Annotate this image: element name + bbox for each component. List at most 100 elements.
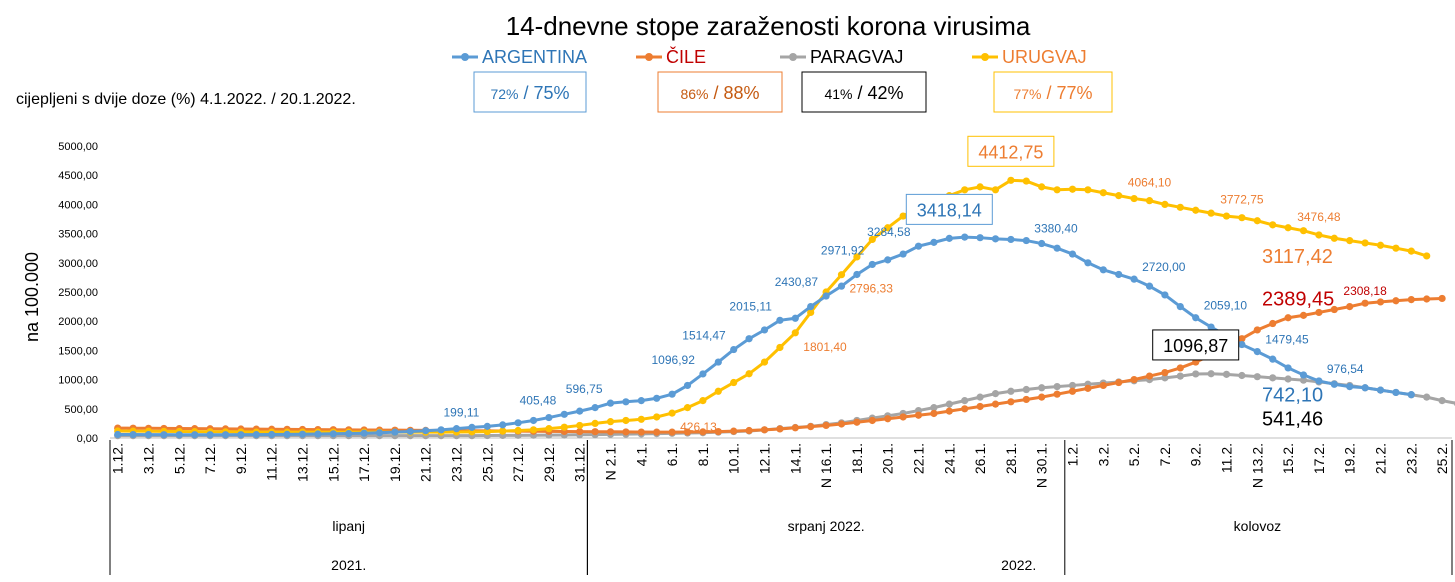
data-point bbox=[1022, 385, 1030, 394]
data-point bbox=[591, 428, 599, 436]
data-point bbox=[314, 430, 322, 438]
data-point bbox=[1346, 237, 1354, 245]
data-point bbox=[653, 428, 661, 436]
data-point bbox=[1315, 231, 1323, 239]
data-point bbox=[976, 183, 984, 191]
data-point bbox=[1269, 221, 1277, 229]
data-point bbox=[699, 428, 707, 436]
data-point bbox=[884, 256, 892, 264]
data-point bbox=[1176, 203, 1184, 211]
callout-label: 4412,75 bbox=[978, 142, 1043, 162]
data-label: 2430,87 bbox=[775, 275, 819, 289]
data-label: 2059,10 bbox=[1204, 299, 1248, 313]
callout-box bbox=[1152, 329, 1240, 361]
vaccination-old: 77% bbox=[1013, 86, 1041, 102]
data-point bbox=[1207, 323, 1215, 331]
data-point bbox=[1392, 244, 1400, 252]
data-point bbox=[1238, 371, 1246, 380]
data-point bbox=[1176, 364, 1184, 372]
data-point bbox=[683, 428, 692, 436]
data-point bbox=[237, 431, 245, 439]
x-tick-label: 11.2. bbox=[1219, 443, 1235, 473]
data-point bbox=[1192, 314, 1200, 322]
data-point bbox=[483, 422, 491, 430]
data-point bbox=[791, 314, 799, 322]
data-point bbox=[499, 427, 507, 435]
data-point bbox=[1007, 387, 1015, 395]
data-point bbox=[760, 426, 769, 434]
data-point bbox=[976, 402, 984, 411]
data-point bbox=[868, 416, 876, 425]
data-point bbox=[776, 316, 784, 324]
data-point bbox=[714, 427, 722, 436]
data-point bbox=[1438, 397, 1446, 405]
x-tick-label: 12.1. bbox=[757, 443, 773, 474]
data-point bbox=[930, 404, 938, 412]
data-point bbox=[930, 409, 938, 418]
data-point bbox=[961, 233, 969, 241]
data-point bbox=[1315, 377, 1323, 385]
data-labels: 199,11405,48596,751096,921514,472015,112… bbox=[443, 135, 1387, 434]
data-point bbox=[945, 400, 953, 408]
vaccination-new: 75% bbox=[534, 83, 570, 103]
data-point bbox=[514, 419, 522, 427]
data-label: 1479,45 bbox=[1265, 333, 1309, 347]
x-tick-label: 7.12. bbox=[202, 443, 218, 474]
data-point bbox=[853, 418, 861, 426]
callout-box bbox=[905, 193, 993, 225]
chart-title: 14-dnevne stope zaraženosti korona virus… bbox=[506, 11, 1031, 41]
data-point bbox=[1238, 340, 1246, 349]
data-point bbox=[1007, 235, 1015, 244]
data-point bbox=[529, 416, 538, 425]
y-tick-label: 2500,00 bbox=[58, 287, 98, 299]
y-tick-label: 500,00 bbox=[64, 404, 98, 416]
x-tick-label: 15.2. bbox=[1280, 443, 1296, 474]
data-point bbox=[961, 405, 969, 413]
x-tick-label: 17.12. bbox=[356, 443, 372, 482]
data-point bbox=[1376, 298, 1385, 306]
data-point bbox=[160, 431, 168, 439]
data-point bbox=[914, 242, 923, 250]
x-tick-label: 14.1. bbox=[787, 443, 803, 474]
data-point bbox=[853, 270, 861, 279]
data-point bbox=[391, 428, 399, 436]
callout-box bbox=[967, 135, 1055, 167]
x-tick-label: 31.12. bbox=[572, 443, 588, 482]
x-tick-label: 25.12. bbox=[479, 443, 495, 482]
group-label: 2022. bbox=[1001, 557, 1036, 573]
data-point bbox=[1222, 370, 1231, 378]
x-tick-label: 6.1. bbox=[664, 443, 680, 466]
x-tick-label: 10.1. bbox=[726, 443, 742, 474]
data-point bbox=[699, 397, 707, 405]
y-tick-label: 4500,00 bbox=[58, 170, 98, 182]
legend-swatch-marker bbox=[981, 53, 989, 61]
y-tick-label: 1000,00 bbox=[58, 375, 98, 387]
x-tick-label: N 13.2. bbox=[1249, 443, 1265, 488]
x-tick-label: 18.1. bbox=[849, 443, 865, 474]
data-point bbox=[668, 409, 676, 417]
x-tick-label: 15.12. bbox=[325, 443, 341, 482]
data-point bbox=[1346, 383, 1354, 391]
data-label: 3380,40 bbox=[1034, 222, 1078, 236]
data-point bbox=[1038, 384, 1046, 392]
vaccination-values: 77% / 77% bbox=[1013, 83, 1092, 103]
data-point bbox=[483, 427, 491, 436]
data-point bbox=[1145, 372, 1154, 380]
data-point bbox=[853, 253, 861, 261]
data-point bbox=[1053, 186, 1061, 194]
data-point bbox=[1392, 297, 1400, 305]
data-point bbox=[437, 426, 445, 434]
data-point bbox=[1299, 371, 1308, 379]
callout-label: 1096,87 bbox=[1163, 336, 1228, 356]
data-point bbox=[868, 235, 876, 244]
x-tick-label: 24.1. bbox=[941, 443, 957, 474]
data-point bbox=[252, 431, 260, 439]
data-point bbox=[1207, 370, 1215, 378]
data-point bbox=[529, 426, 538, 434]
x-tick-label: 20.1. bbox=[880, 443, 896, 474]
data-label: 596,75 bbox=[566, 382, 603, 396]
data-label: 3284,58 bbox=[867, 225, 911, 239]
data-point bbox=[730, 378, 738, 387]
data-point bbox=[1253, 326, 1261, 334]
x-tick-label: 8.1. bbox=[695, 443, 711, 466]
